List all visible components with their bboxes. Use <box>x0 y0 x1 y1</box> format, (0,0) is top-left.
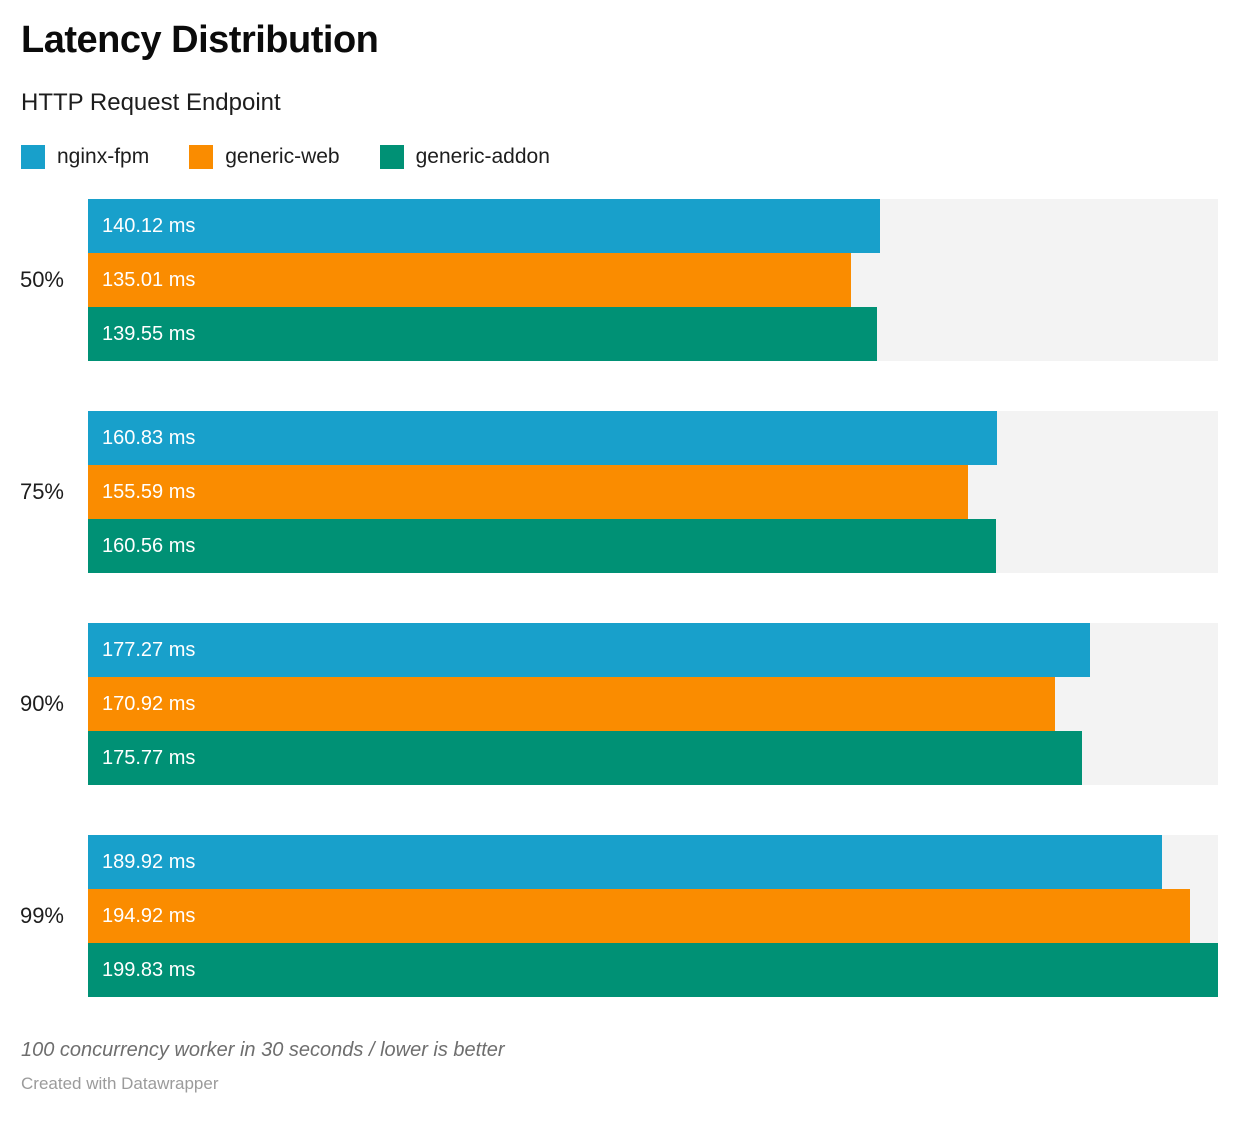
bar-generic-web: 194.92 ms <box>88 889 1191 943</box>
bar-generic-addon: 175.77 ms <box>88 731 1082 785</box>
bar-group-75%: 75% 160.83 ms 155.59 ms 160.56 ms <box>19 411 1218 573</box>
category-label: 99% <box>19 903 64 928</box>
chart-title: Latency Distribution <box>21 19 379 61</box>
bar-value-label: 170.92 ms <box>102 692 196 715</box>
bar-generic-web: 170.92 ms <box>88 677 1055 731</box>
legend-label: generic-web <box>225 145 340 168</box>
bar-group-90%: 90% 177.27 ms 170.92 ms 175.77 ms <box>19 623 1218 785</box>
bar-value-label: 175.77 ms <box>102 746 196 769</box>
plot-area: 50% 140.12 ms 135.01 ms 139.55 ms 75% 160.83 … <box>19 199 1218 997</box>
legend-swatch-nginx-fpm <box>21 145 45 169</box>
chart-subtitle: HTTP Request Endpoint <box>21 89 281 116</box>
bar-group-99%: 99% 189.92 ms 194.92 ms 199.83 ms <box>19 835 1218 997</box>
bar-track: 177.27 ms 170.92 ms 175.77 ms <box>88 623 1218 785</box>
bar-value-label: 140.12 ms <box>102 214 196 237</box>
bar-nginx-fpm: 140.12 ms <box>88 199 881 253</box>
bar-group-50%: 50% 140.12 ms 135.01 ms 139.55 ms <box>19 199 1218 361</box>
bar-nginx-fpm: 160.83 ms <box>88 411 998 465</box>
legend-item-nginx-fpm: nginx-fpm <box>21 145 149 169</box>
bar-generic-web: 135.01 ms <box>88 253 852 307</box>
bar-value-label: 160.83 ms <box>102 426 196 449</box>
legend-label: generic-addon <box>415 145 550 168</box>
bar-value-label: 199.83 ms <box>102 958 196 981</box>
legend-item-generic-web: generic-web <box>189 145 340 169</box>
category-label: 75% <box>19 479 64 504</box>
legend-label: nginx-fpm <box>57 145 150 168</box>
bar-track: 189.92 ms 194.92 ms 199.83 ms <box>88 835 1218 997</box>
bar-track: 160.83 ms 155.59 ms 160.56 ms <box>88 411 1218 573</box>
bar-nginx-fpm: 177.27 ms <box>88 623 1091 677</box>
legend: nginx-fpm generic-web generic-addon <box>21 144 1218 170</box>
bar-generic-web: 155.59 ms <box>88 465 968 519</box>
bar-value-label: 194.92 ms <box>102 904 196 927</box>
category-label: 50% <box>19 267 64 292</box>
bar-generic-addon: 199.83 ms <box>88 943 1218 997</box>
bar-track: 140.12 ms 135.01 ms 139.55 ms <box>88 199 1218 361</box>
category-label: 90% <box>19 691 64 716</box>
legend-swatch-generic-addon <box>379 145 404 169</box>
bar-value-label: 139.55 ms <box>102 322 196 345</box>
bar-value-label: 189.92 ms <box>102 850 196 873</box>
bar-value-label: 160.56 ms <box>102 534 196 557</box>
legend-swatch-generic-web <box>189 145 214 169</box>
bar-value-label: 135.01 ms <box>102 268 196 291</box>
bar-nginx-fpm: 189.92 ms <box>88 835 1162 889</box>
datawrapper-attribution-link[interactable]: Created with Datawrapper <box>21 1074 219 1093</box>
bar-value-label: 155.59 ms <box>102 480 196 503</box>
legend-item-generic-addon: generic-addon <box>379 145 550 169</box>
bar-generic-addon: 160.56 ms <box>88 519 996 573</box>
chart-container: Latency Distribution HTTP Request Endpoi… <box>19 19 1218 1093</box>
bar-value-label: 177.27 ms <box>102 638 196 661</box>
bar-generic-addon: 139.55 ms <box>88 307 878 361</box>
chart-footnote: 100 concurrency worker in 30 seconds / l… <box>21 1039 505 1061</box>
